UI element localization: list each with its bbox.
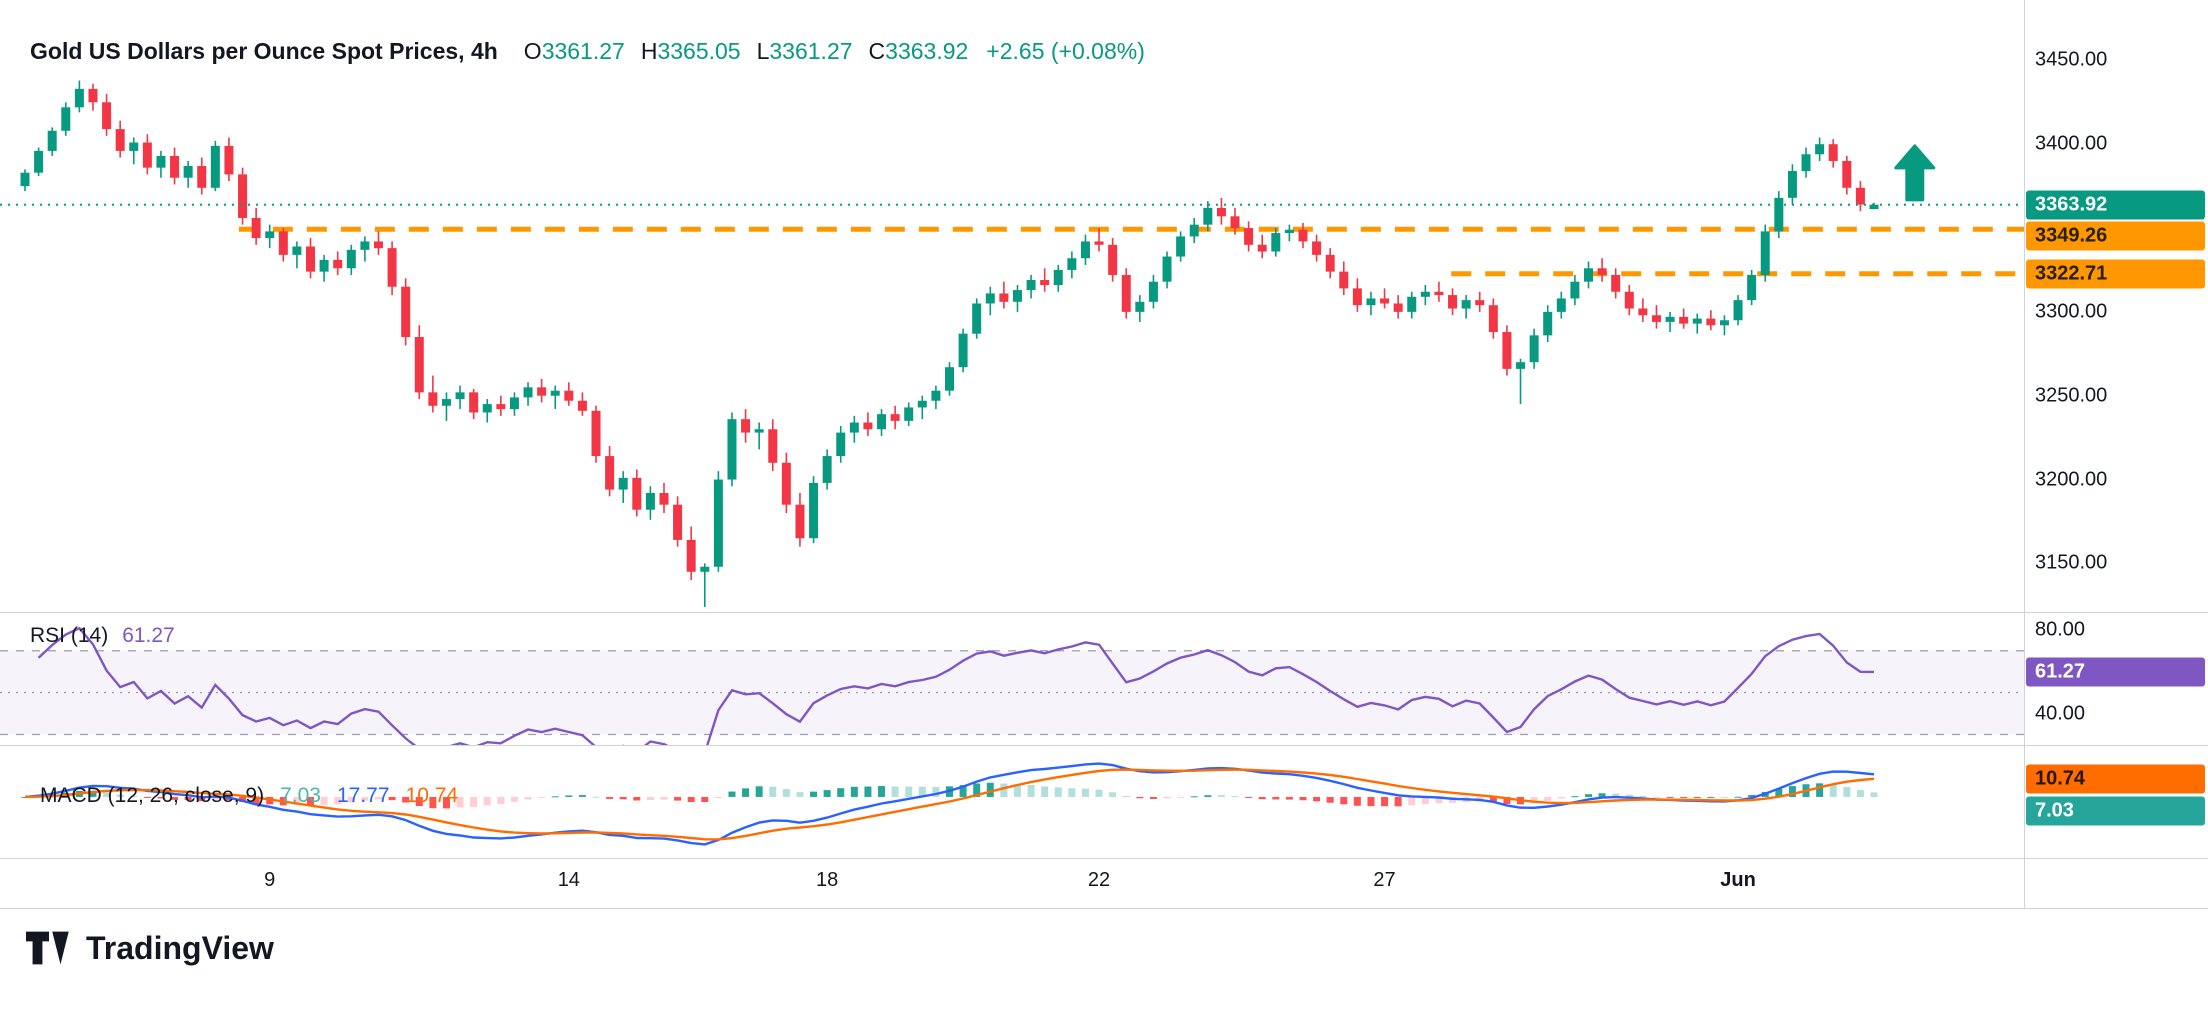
horizontal-level-lines[interactable] bbox=[238, 226, 2024, 277]
up-arrow-annotation[interactable] bbox=[1894, 144, 1936, 202]
symbol-title: Gold US Dollars per Ounce Spot Prices, 4… bbox=[30, 38, 498, 64]
time-axis-label: 27 bbox=[1373, 869, 1396, 891]
ohlc-open-value: 3361.27 bbox=[541, 38, 625, 64]
symbol-legend: Gold US Dollars per Ounce Spot Prices, 4… bbox=[30, 38, 1145, 65]
time-axis[interactable]: 9 14 18 22 27 Jun bbox=[0, 858, 2024, 908]
time-axis-label: 18 bbox=[816, 869, 839, 891]
time-axis-label: Jun bbox=[1720, 869, 1756, 891]
ohlc-low-label: L bbox=[756, 38, 770, 64]
rsi-pane[interactable] bbox=[0, 626, 2024, 756]
price-axis-label: 3150.00 bbox=[2035, 551, 2108, 574]
price-axis-label: 3250.00 bbox=[2035, 384, 2108, 407]
macd-signal-line bbox=[24, 768, 1875, 841]
change-value: +2.65 (+0.08%) bbox=[986, 38, 1145, 64]
rsi-axis-label: 80.00 bbox=[2035, 618, 2086, 641]
price-axis-label: 3400.00 bbox=[2035, 132, 2108, 155]
rsi-line bbox=[37, 626, 1875, 745]
level-price-badge: 3349.26 bbox=[2026, 221, 2205, 251]
rsi-value-badge: 61.27 bbox=[2026, 657, 2205, 687]
price-axis-label: 3450.00 bbox=[2035, 48, 2108, 71]
time-axis-label: 14 bbox=[557, 869, 580, 891]
time-axis-label: 22 bbox=[1087, 869, 1111, 891]
rsi-value: 61.27 bbox=[122, 624, 175, 647]
footer: TradingView bbox=[26, 928, 274, 968]
macd-title: MACD (12, 26, close, 9) bbox=[40, 784, 265, 807]
current-price-badge: 3363.92 bbox=[2026, 190, 2205, 220]
ohlc-open-label: O bbox=[523, 38, 542, 64]
macd-signal-value: 10.74 bbox=[405, 784, 459, 807]
rsi-legend: RSI (14) 61.27 bbox=[30, 624, 175, 648]
price-axis[interactable]: 3450.00 3400.00 3300.00 3250.00 3200.00 3150.… bbox=[2024, 0, 2208, 908]
macd-signal-badge: 10.74 bbox=[2026, 764, 2205, 794]
macd-hist-value: 7.03 bbox=[280, 784, 321, 807]
rsi-title: RSI (14) bbox=[30, 624, 109, 647]
time-axis-label: 9 bbox=[264, 869, 276, 891]
rsi-axis-label: 40.00 bbox=[2035, 702, 2086, 725]
ohlc-close-label: C bbox=[868, 38, 886, 64]
macd-hist-badge: 7.03 bbox=[2026, 796, 2205, 826]
price-axis-label: 3300.00 bbox=[2035, 300, 2108, 323]
ohlc-high-label: H bbox=[640, 38, 658, 64]
tradingview-logo-icon[interactable] bbox=[26, 928, 72, 968]
macd-legend: MACD (12, 26, close, 9) 7.03 17.77 10.74 bbox=[40, 784, 458, 808]
level-price-badge: 3322.71 bbox=[2026, 259, 2205, 289]
macd-line-value: 17.77 bbox=[336, 784, 390, 807]
ohlc-low-value: 3361.27 bbox=[769, 38, 853, 64]
macd-pane[interactable] bbox=[21, 762, 1878, 846]
tradingview-brand[interactable]: TradingView bbox=[86, 929, 274, 966]
price-axis-label: 3200.00 bbox=[2035, 468, 2108, 491]
ohlc-close-value: 3363.92 bbox=[885, 38, 969, 64]
candles bbox=[20, 80, 1879, 607]
ohlc-high-value: 3365.05 bbox=[657, 38, 741, 64]
